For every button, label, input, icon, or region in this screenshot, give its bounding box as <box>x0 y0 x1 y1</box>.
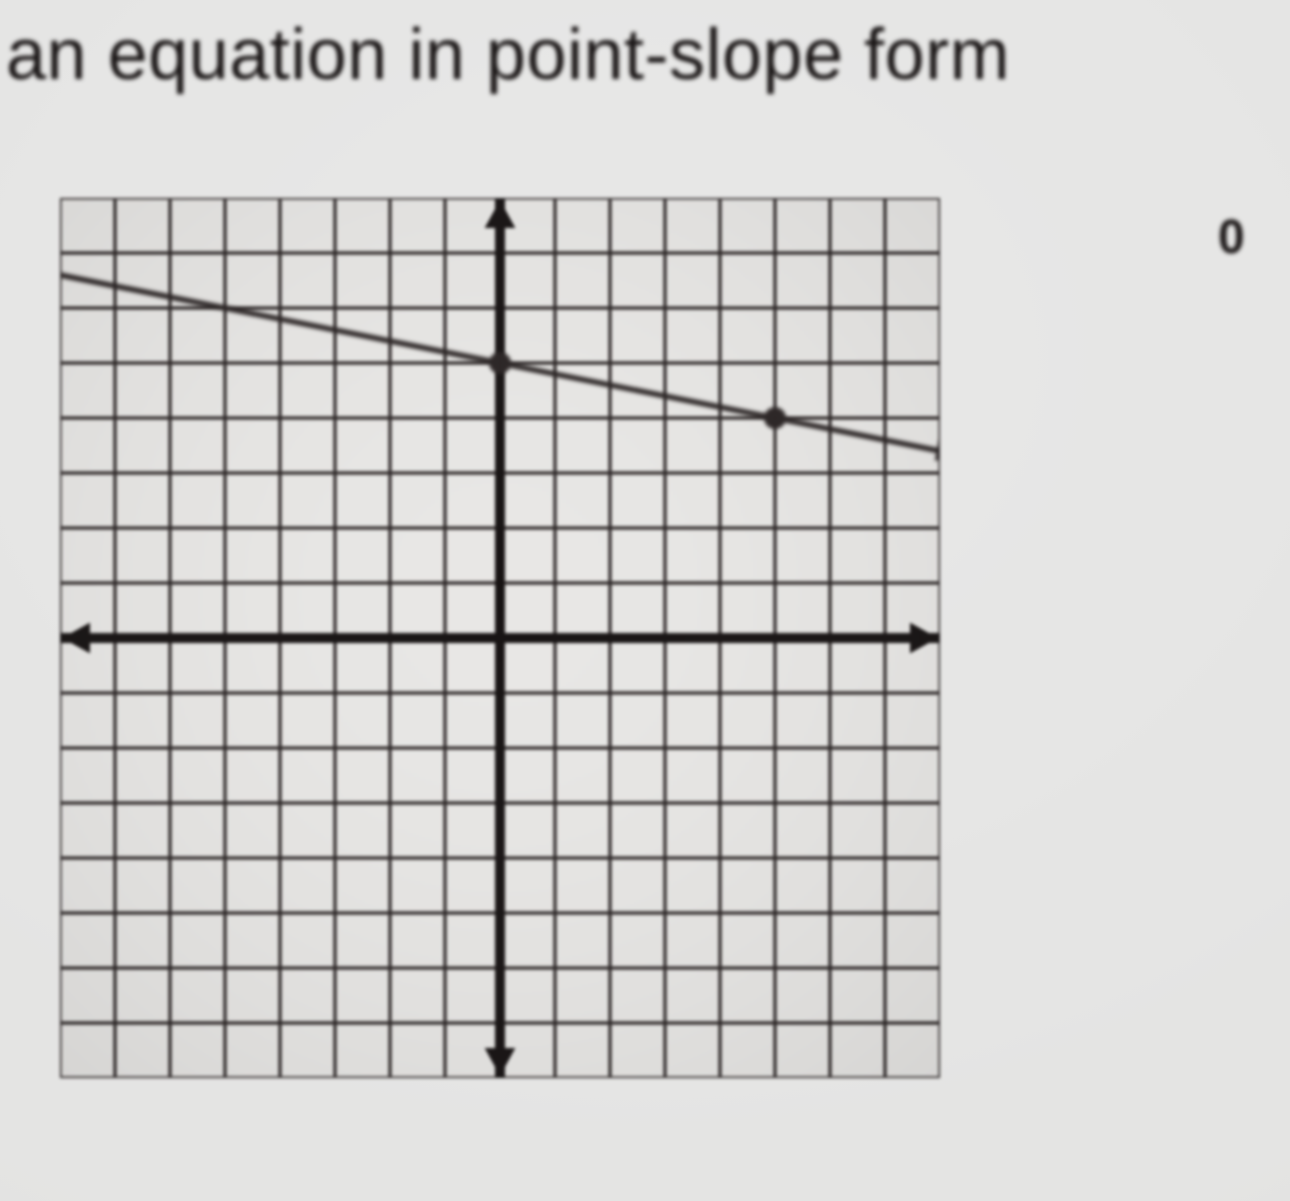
chart-svg <box>60 198 940 1078</box>
question-text: an equation in point-slope form <box>6 14 1010 96</box>
page-badge-text: 0 <box>1218 211 1245 264</box>
coordinate-grid-chart <box>60 198 940 1078</box>
page-root: an equation in point-slope form 0 <box>0 0 1290 1201</box>
page-badge: 0 <box>1218 210 1245 265</box>
